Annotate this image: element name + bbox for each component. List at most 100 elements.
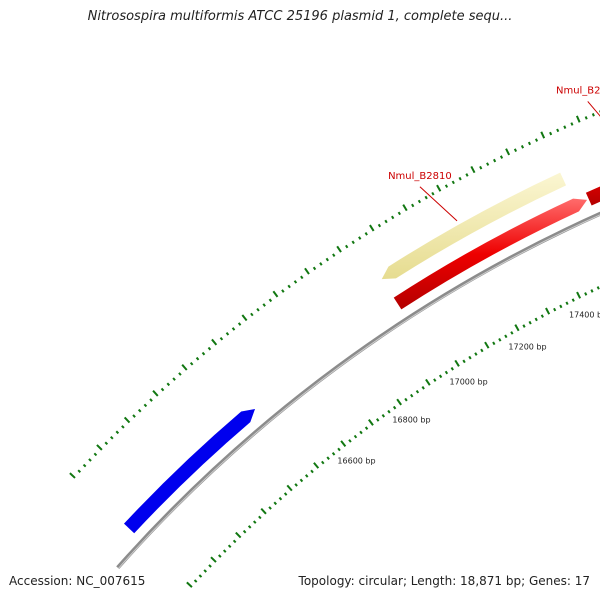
outer-tick	[237, 322, 242, 326]
outer-tick	[160, 387, 165, 392]
inner-tick	[392, 405, 397, 410]
outer-tick	[96, 444, 103, 451]
outer-tick	[527, 141, 532, 146]
map-title: Nitrosospira multiformis ATCC 25196 plas…	[87, 9, 513, 24]
outer-tick	[520, 145, 525, 149]
inner-tick	[559, 304, 563, 309]
inner-tick	[353, 434, 358, 439]
inner-tick	[450, 366, 454, 371]
inner-tick	[396, 398, 402, 406]
inner-tick	[468, 355, 472, 360]
outer-tick	[207, 346, 212, 351]
gene-label: Nmul_B2811	[556, 85, 600, 96]
outer-tick	[584, 116, 588, 120]
backbone-circle	[116, 211, 600, 570]
bp-label: 16600 bp	[337, 457, 375, 466]
inner-tick	[590, 289, 594, 293]
inner-tick	[415, 389, 420, 394]
bp-label: 17400 bp	[569, 311, 600, 320]
outer-tick	[166, 382, 171, 387]
gene-arrow-unnamed-1[interactable]	[393, 198, 588, 310]
inner-tick	[278, 496, 283, 501]
accession-text: Accession: NC_007615	[9, 574, 146, 588]
outer-tick	[540, 131, 546, 139]
outer-tick	[319, 262, 323, 266]
inner-tick	[203, 569, 207, 573]
inner-tick	[273, 501, 277, 506]
outer-tick	[219, 336, 224, 341]
inner-tick	[283, 492, 288, 496]
inner-tick	[210, 556, 217, 563]
bp-label: 17200 bp	[508, 343, 546, 352]
gene-arrow-unnamed-4[interactable]	[123, 408, 256, 534]
inner-tick	[571, 298, 575, 302]
inner-tick	[522, 324, 526, 328]
outer-tick	[104, 441, 109, 446]
inner-tick	[404, 397, 408, 402]
inner-tick	[331, 452, 336, 456]
outer-tick	[178, 372, 182, 376]
inner-tick	[381, 413, 386, 418]
inner-tick	[540, 314, 544, 318]
bp-label: 16800 bp	[392, 416, 430, 425]
outer-tick	[570, 122, 574, 126]
outer-tick	[534, 138, 539, 142]
outer-tick	[143, 403, 148, 408]
outer-tick	[332, 253, 336, 257]
outer-tick	[384, 219, 388, 224]
inner-tick	[376, 418, 380, 422]
inner-tick	[294, 483, 298, 487]
inner-tick-ring	[186, 286, 600, 588]
inner-tick	[348, 439, 352, 443]
outer-tick	[351, 240, 355, 245]
inner-tick	[286, 484, 293, 492]
outer-tick	[493, 158, 497, 163]
outer-tick	[250, 312, 254, 317]
inner-tick	[528, 320, 532, 325]
outer-tick	[563, 125, 567, 129]
inner-tick	[484, 341, 490, 349]
inner-tick	[492, 341, 496, 346]
inner-tick	[474, 352, 478, 356]
inner-tick	[444, 370, 449, 375]
outer-tick	[499, 155, 504, 159]
outer-tick	[377, 223, 382, 228]
inner-tick	[368, 419, 374, 426]
outer-tick	[369, 224, 375, 232]
inner-tick	[198, 574, 203, 578]
inner-tick	[235, 531, 242, 539]
inner-tick	[438, 374, 443, 379]
inner-tick	[510, 331, 514, 335]
outer-tick	[444, 184, 449, 188]
inner-tick	[596, 286, 600, 290]
inner-tick	[359, 430, 363, 435]
outer-tick	[241, 314, 248, 322]
outer-tick	[402, 204, 408, 212]
outer-tick	[88, 458, 92, 462]
inner-tick	[258, 515, 262, 520]
outer-tick	[465, 173, 469, 177]
gene-arrow-nmul-b2811[interactable]	[585, 136, 600, 206]
gene-group	[123, 136, 600, 534]
outer-tick	[304, 267, 310, 275]
inner-tick	[193, 579, 198, 583]
inner-tick	[514, 324, 520, 332]
gene-label: Nmul_B2810	[388, 171, 452, 182]
gene-arrow-nmul-b2810[interactable]	[381, 172, 567, 280]
inner-tick	[387, 409, 391, 414]
inner-tick	[313, 462, 320, 469]
inner-tick	[364, 426, 369, 431]
inner-tick	[498, 338, 502, 342]
outer-tick	[505, 148, 511, 156]
outer-tick	[358, 236, 362, 240]
outer-tick	[93, 452, 98, 457]
outer-tick	[417, 199, 422, 204]
inner-tick	[337, 447, 341, 452]
outer-tick	[470, 165, 476, 174]
outer-tick	[325, 257, 329, 262]
outer-tick	[132, 414, 136, 418]
outer-tick	[312, 266, 317, 271]
outer-tick	[82, 463, 87, 468]
